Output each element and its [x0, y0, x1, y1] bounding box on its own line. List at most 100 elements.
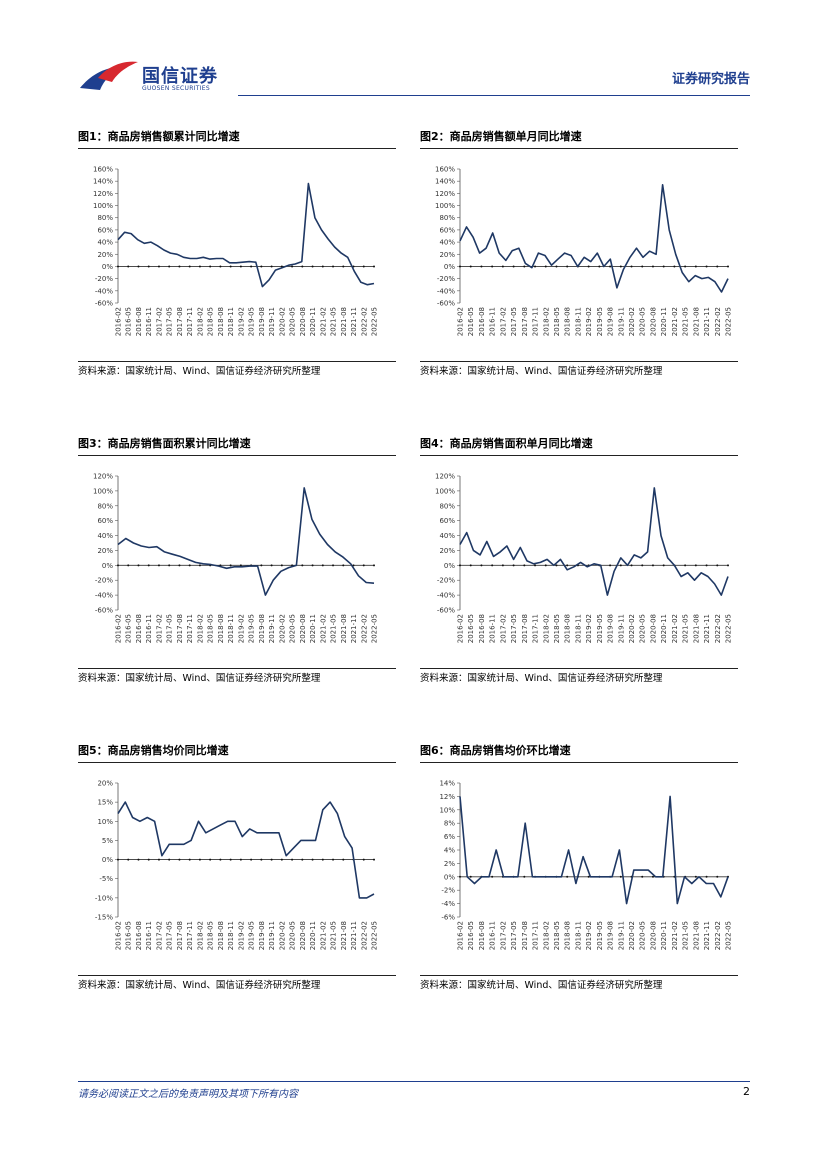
x-tick-label: 2017-11: [532, 614, 540, 643]
x-tick-dot: [598, 265, 601, 268]
y-tick-label: -20%: [95, 275, 113, 283]
x-tick-dot: [260, 564, 263, 567]
x-tick-label: 2017-02: [155, 307, 163, 336]
y-tick-label: 40%: [97, 239, 113, 247]
y-tick-label: 20%: [439, 547, 455, 555]
x-tick-dot: [117, 265, 119, 268]
x-tick-label: 2018-11: [227, 307, 235, 336]
x-tick-label: 2016-11: [489, 921, 497, 950]
x-tick-dot: [270, 858, 273, 861]
y-tick-label: 0%: [102, 856, 113, 864]
x-tick-label: 2018-02: [196, 307, 204, 336]
x-tick-label: 2019-11: [268, 614, 276, 643]
y-tick-label: 80%: [439, 214, 455, 222]
x-tick-dot: [117, 858, 119, 861]
x-tick-dot: [321, 564, 324, 567]
figure-panel-5: 图5：商品房销售均价同比增速 -15% -10% -5% 0% 5% 10% 15% 20% 2…: [78, 744, 396, 992]
x-tick-label: 2016-05: [125, 921, 133, 950]
figure-source-rule: [78, 361, 396, 362]
x-tick-dot: [619, 875, 622, 878]
y-tick-label: 12%: [439, 793, 455, 801]
figure-title-rule: [78, 455, 396, 456]
x-tick-dot: [301, 564, 304, 567]
x-tick-label: 2021-05: [682, 614, 690, 643]
x-tick-label: 2020-05: [289, 921, 297, 950]
x-tick-label: 2016-02: [457, 614, 465, 643]
x-tick-label: 2017-05: [510, 921, 518, 950]
x-tick-label: 2022-05: [725, 921, 733, 950]
x-tick-label: 2020-11: [309, 614, 317, 643]
logo-text-cn: 国信证券: [142, 66, 218, 87]
x-tick-label: 2022-02: [714, 307, 722, 336]
x-tick-label: 2019-02: [237, 921, 245, 950]
x-tick-label: 2018-08: [564, 614, 572, 643]
figure-panel-3: 图3：商品房销售面积累计同比增速 -60% -40% -20% 0% 20% 40% 60%…: [78, 437, 396, 685]
y-tick-label: -15%: [95, 914, 113, 922]
guosen-logo-icon: [80, 61, 138, 90]
x-tick-dot: [705, 875, 708, 878]
x-tick-label: 2018-02: [196, 614, 204, 643]
x-tick-dot: [523, 875, 526, 878]
x-tick-label: 2019-02: [585, 614, 593, 643]
x-tick-label: 2020-11: [660, 614, 668, 643]
y-tick-label: 120%: [435, 190, 455, 198]
x-tick-dot: [239, 564, 242, 567]
x-tick-dot: [137, 265, 140, 268]
y-tick-label: 60%: [439, 226, 455, 234]
x-tick-dot: [373, 564, 375, 567]
x-tick-label: 2016-02: [115, 921, 123, 950]
y-tick-label: 80%: [97, 214, 113, 222]
x-tick-label: 2021-05: [682, 921, 690, 950]
x-tick-dot: [587, 875, 590, 878]
y-tick-label: 60%: [97, 517, 113, 525]
figure-panel-6: 图6：商品房销售均价环比增速 -6% -4% -2% 0% 2% 4% 6% 8% 10% 12%…: [420, 744, 738, 992]
x-tick-dot: [512, 564, 515, 567]
x-tick-dot: [127, 858, 130, 861]
figure-source-rule: [420, 668, 738, 669]
figure-source: 资料来源：国家统计局、Wind、国信证券经济研究所整理: [78, 366, 321, 377]
y-tick-label: 6%: [444, 833, 455, 841]
y-tick-label: 100%: [93, 202, 113, 210]
x-tick-label: 2017-11: [186, 921, 194, 950]
x-tick-label: 2021-02: [319, 614, 327, 643]
x-tick-dot: [480, 564, 483, 567]
x-tick-dot: [270, 265, 273, 268]
x-tick-dot: [127, 564, 130, 567]
x-tick-dot: [523, 265, 526, 268]
x-tick-label: 2020-05: [639, 614, 647, 643]
x-tick-dot: [250, 265, 253, 268]
x-tick-label: 2019-05: [248, 307, 256, 336]
x-tick-label: 2016-05: [467, 614, 475, 643]
x-tick-label: 2020-02: [278, 307, 286, 336]
figure-source-rule: [78, 975, 396, 976]
x-tick-label: 2016-08: [135, 614, 143, 643]
x-tick-label: 2016-11: [145, 307, 153, 336]
x-tick-label: 2018-05: [207, 614, 215, 643]
y-tick-label: 40%: [439, 239, 455, 247]
x-tick-dot: [469, 875, 472, 878]
y-tick-label: -60%: [437, 300, 455, 308]
y-tick-label: 140%: [93, 178, 113, 186]
x-tick-label: 2017-05: [510, 614, 518, 643]
y-tick-label: 160%: [93, 166, 113, 174]
x-tick-label: 2019-02: [585, 307, 593, 336]
x-tick-label: 2018-11: [574, 614, 582, 643]
x-tick-label: 2018-02: [196, 921, 204, 950]
x-tick-dot: [555, 265, 558, 268]
y-tick-label: -60%: [95, 607, 113, 615]
x-tick-label: 2021-02: [319, 921, 327, 950]
series-line: [459, 487, 729, 596]
x-tick-dot: [459, 265, 461, 268]
x-tick-label: 2019-02: [237, 307, 245, 336]
x-tick-dot: [523, 564, 526, 567]
x-tick-dot: [117, 564, 119, 567]
x-tick-label: 2017-02: [155, 614, 163, 643]
x-tick-label: 2017-11: [532, 307, 540, 336]
x-tick-dot: [168, 858, 171, 861]
x-tick-dot: [362, 265, 365, 268]
x-tick-label: 2016-08: [135, 921, 143, 950]
y-tick-label: 60%: [439, 517, 455, 525]
x-tick-label: 2021-08: [340, 614, 348, 643]
x-tick-dot: [651, 564, 654, 567]
x-tick-dot: [147, 858, 150, 861]
